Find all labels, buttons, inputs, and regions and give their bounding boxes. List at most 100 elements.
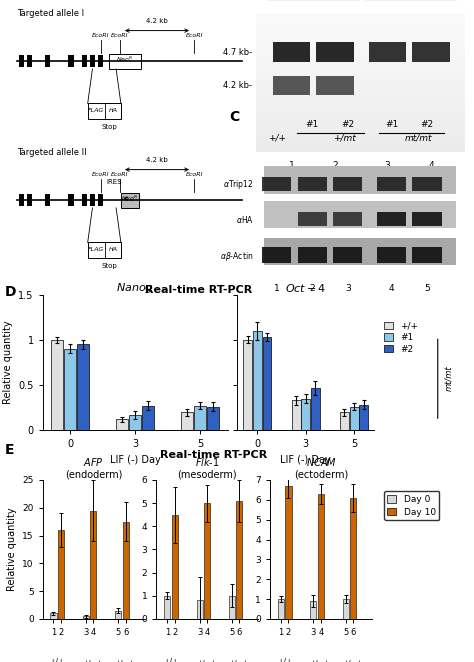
Bar	[264, 166, 456, 193]
Bar	[285, 486, 292, 619]
Text: FLAG: FLAG	[88, 108, 104, 113]
Bar	[256, 48, 465, 55]
Text: 4.2 kb-: 4.2 kb-	[223, 81, 252, 90]
Bar	[333, 247, 362, 263]
Title: $AFP$
(endoderm): $AFP$ (endoderm)	[65, 455, 122, 479]
Bar	[77, 344, 89, 430]
Bar	[19, 55, 24, 68]
Text: mt/mt: mt/mt	[444, 365, 453, 391]
Bar	[318, 494, 324, 619]
Text: Targeted allele II: Targeted allele II	[17, 148, 86, 157]
Bar	[123, 522, 129, 619]
Text: $\alpha$Trip12: $\alpha$Trip12	[223, 178, 254, 191]
Text: 4: 4	[389, 284, 394, 293]
Bar	[412, 42, 450, 62]
Text: #1: #1	[385, 120, 398, 128]
Legend: Day 0, Day 10: Day 0, Day 10	[384, 491, 439, 520]
Bar	[253, 331, 262, 430]
Bar	[256, 27, 465, 34]
Bar	[64, 349, 76, 430]
Text: +/+: +/+	[163, 658, 179, 662]
Title: $\it{Nanog}$: $\it{Nanog}$	[116, 281, 154, 295]
Bar	[90, 194, 95, 207]
Text: 1: 1	[289, 161, 294, 169]
Text: $mt/mt$
#2: $mt/mt$ #2	[337, 658, 362, 662]
FancyBboxPatch shape	[88, 242, 121, 258]
Bar	[256, 83, 465, 90]
Bar	[98, 194, 103, 207]
Text: +/+: +/+	[268, 134, 286, 143]
Bar	[350, 406, 358, 430]
Bar	[256, 69, 465, 75]
Text: $\alpha\beta$-Actin: $\alpha\beta$-Actin	[220, 250, 254, 263]
Bar	[207, 406, 219, 430]
Bar	[317, 42, 354, 62]
Text: $mt/mt$
#1: $mt/mt$ #1	[304, 658, 330, 662]
Title: $Flk$-$1$
(mesoderm): $Flk$-$1$ (mesoderm)	[178, 455, 237, 479]
Text: EcoRI: EcoRI	[186, 32, 203, 38]
Text: 1: 1	[274, 284, 280, 293]
Bar	[340, 412, 349, 430]
Bar	[292, 401, 301, 430]
Bar	[19, 194, 24, 207]
Text: 2: 2	[332, 161, 338, 169]
Bar	[311, 388, 320, 430]
Bar	[264, 201, 456, 228]
Bar	[58, 530, 64, 619]
Bar	[278, 599, 284, 619]
Bar	[298, 212, 327, 226]
Bar	[82, 55, 87, 68]
Bar	[256, 55, 465, 62]
Text: $Neo^R$: $Neo^R$	[117, 55, 134, 64]
Bar	[181, 412, 193, 430]
Bar	[204, 503, 210, 619]
Text: EcoRI: EcoRI	[92, 171, 109, 177]
Bar	[237, 500, 243, 619]
X-axis label: LIF (-) Day: LIF (-) Day	[280, 455, 331, 465]
Bar	[256, 97, 465, 103]
Text: IRES: IRES	[106, 179, 121, 185]
Bar	[256, 13, 465, 21]
Text: 3: 3	[384, 161, 390, 169]
FancyBboxPatch shape	[109, 54, 141, 69]
Text: 4.7 kb-: 4.7 kb-	[223, 48, 252, 57]
Text: +/+: +/+	[277, 658, 292, 662]
Title: $NCAM$
(ectoderm): $NCAM$ (ectoderm)	[294, 455, 348, 479]
Text: EcoRI: EcoRI	[111, 32, 128, 38]
Text: #2: #2	[420, 120, 434, 128]
Bar	[69, 55, 74, 68]
Text: $mt/mt$
#1: $mt/mt$ #1	[77, 658, 102, 662]
Bar	[412, 177, 442, 191]
Text: HA: HA	[109, 108, 118, 113]
Text: +/mt: +/mt	[333, 134, 356, 143]
Text: FLAG: FLAG	[88, 247, 104, 252]
Text: C: C	[229, 110, 239, 124]
Bar	[82, 194, 87, 207]
Text: E: E	[5, 443, 14, 457]
Bar	[197, 600, 203, 619]
Bar	[256, 131, 465, 138]
Bar	[90, 510, 96, 619]
X-axis label: LIF (-) Day: LIF (-) Day	[109, 455, 161, 465]
Text: EcoRI: EcoRI	[92, 32, 109, 38]
Bar	[256, 111, 465, 118]
Bar	[83, 616, 89, 619]
Bar	[27, 194, 32, 207]
Bar	[333, 212, 362, 226]
Bar	[172, 515, 178, 619]
Text: 2: 2	[310, 284, 315, 293]
Bar	[243, 340, 252, 430]
FancyBboxPatch shape	[88, 103, 121, 119]
Text: +/+: +/+	[49, 658, 65, 662]
Bar	[129, 415, 141, 430]
Bar	[194, 406, 206, 430]
Bar	[69, 194, 74, 207]
Bar	[298, 177, 327, 191]
Legend: +/+, #1, #2: +/+, #1, #2	[384, 322, 418, 354]
Bar	[377, 247, 406, 263]
Bar	[256, 145, 465, 152]
Title: $\it{Oct-4}$: $\it{Oct-4}$	[285, 282, 327, 294]
Bar	[256, 62, 465, 69]
Bar	[164, 596, 170, 619]
Bar	[333, 177, 362, 191]
